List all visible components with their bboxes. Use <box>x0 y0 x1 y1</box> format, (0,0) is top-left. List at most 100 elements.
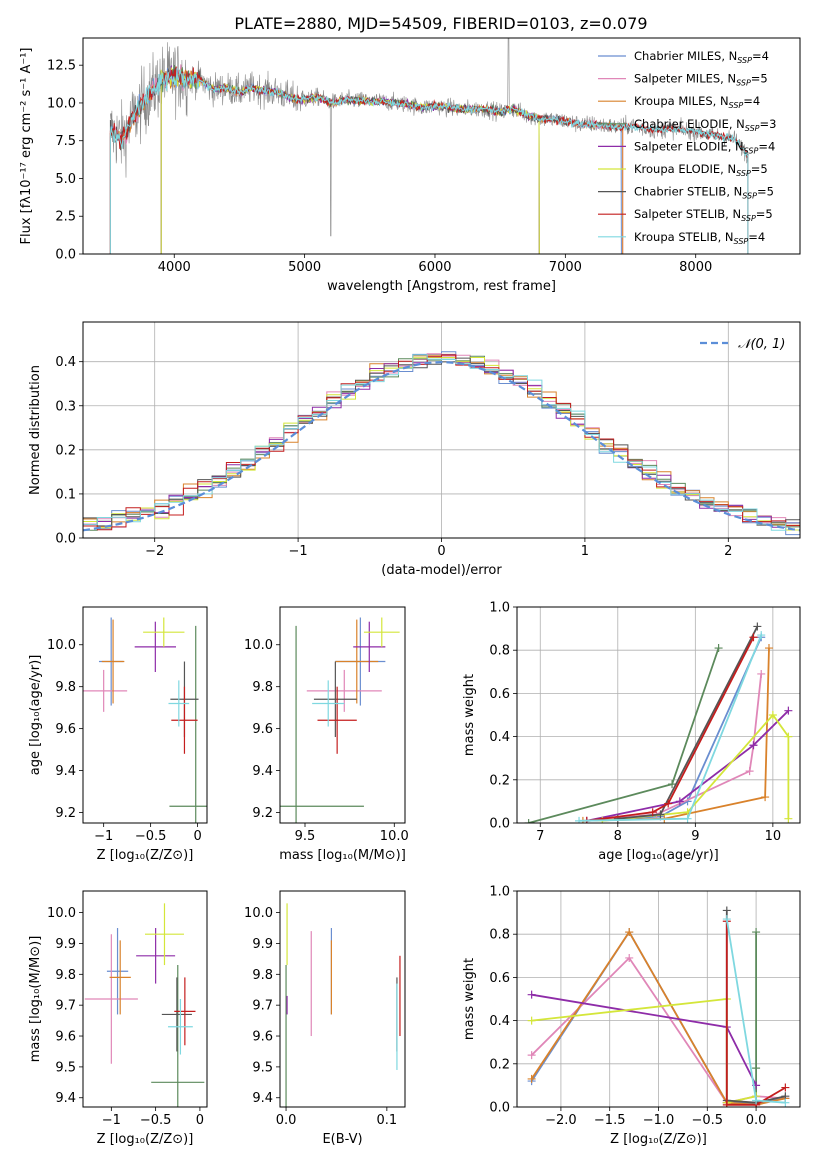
x-tick-label: 7 <box>536 829 544 844</box>
legend-count: =3 <box>760 117 777 131</box>
weight-marker <box>752 1096 761 1105</box>
legend-label: Chabrier MILES, N <box>634 49 737 63</box>
legend-entry-5: Kroupa ELODIE, NSSP=5 <box>634 162 768 178</box>
legend-sub: SSP <box>734 237 749 246</box>
legend-label: Chabrier STELIB, N <box>634 185 742 199</box>
weight-marker <box>675 797 684 806</box>
errorbar-point-3 <box>151 965 205 1107</box>
x-tick-label: 0.0 <box>276 1113 297 1128</box>
legend-count: =5 <box>751 72 768 86</box>
plot-area-z-weight <box>527 906 790 1107</box>
y-tick-label: 0.6 <box>489 687 510 702</box>
weight-marker <box>625 928 634 937</box>
y-tick-label: 9.4 <box>55 764 76 779</box>
y-axis-label: mass weight <box>462 958 477 1040</box>
legend-count: =4 <box>752 49 769 63</box>
figure-title: PLATE=2880, MJD=54509, FIBERID=0103, z=0… <box>234 14 647 33</box>
histogram-5 <box>83 357 800 531</box>
y-tick-label: 1.0 <box>489 885 510 900</box>
weight-line-7 <box>725 921 786 1106</box>
weight-marker <box>527 1074 536 1083</box>
x-tick-label: −1 <box>102 1113 121 1128</box>
weight-marker <box>781 1098 790 1107</box>
errorbar-point-3 <box>169 625 207 823</box>
weight-marker <box>524 819 533 823</box>
x-tick-label: −1.5 <box>594 1113 626 1128</box>
legend-label: Salpeter MILES, N <box>634 72 736 86</box>
axes-frame <box>279 890 406 1108</box>
legend-entry-4: Salpeter ELODIE, NSSP=4 <box>634 139 775 155</box>
axes-frame <box>82 37 801 255</box>
panel-age-weight: 7 8 9 10 0.0 0.2 0.4 0.6 0.8 1.0 age [log₁₀(age/yr… <box>462 601 801 863</box>
y-tick-label: 0.4 <box>489 1014 510 1029</box>
y-tick-label: 9.4 <box>55 1091 76 1106</box>
y-tick-label: 2.5 <box>55 210 76 225</box>
legend-label: Salpeter STELIB, N <box>634 207 741 221</box>
weight-marker <box>527 990 536 999</box>
errorbar-point-8 <box>312 680 345 727</box>
weight-marker <box>656 810 665 819</box>
legend-count: =4 <box>743 94 760 108</box>
model-spectrum-8 <box>109 68 749 254</box>
plot-area-residuals <box>83 351 800 536</box>
y-tick-label: 0.4 <box>489 730 510 745</box>
errorbar-point-3 <box>280 625 364 823</box>
errorbar-point-2 <box>335 619 379 704</box>
y-tick-label: 9.5 <box>252 1060 273 1075</box>
errorbar-point-4 <box>134 621 176 673</box>
x-axis-label: Z [log₁₀(Z/Z⊙)] <box>97 848 194 863</box>
y-tick-label: 9.7 <box>252 999 273 1014</box>
legend-sub: SSP <box>745 124 760 133</box>
panel-spectrum: 4000 5000 6000 7000 8000 0.0 2.5 5.0 7.5 10.0 12.5… <box>19 37 801 294</box>
legend-sub: SSP <box>744 146 759 155</box>
x-tick-label: 1 <box>581 544 589 559</box>
errorbar-point-1 <box>84 934 138 1064</box>
errorbar-point-4 <box>136 928 176 984</box>
plot-area-ebv-mass <box>285 903 401 1107</box>
y-tick-label: 9.8 <box>252 968 273 983</box>
gaussian-legend-label: 𝒩(0, 1) <box>738 337 785 352</box>
legend-count: =5 <box>756 207 773 221</box>
weight-line-4 <box>586 710 790 822</box>
y-tick-label: 9.4 <box>252 1091 273 1106</box>
x-axis-label: age [log₁₀(age/yr)] <box>598 848 719 863</box>
legend-sub: SSP <box>729 101 744 110</box>
legend-entry-6: Chabrier STELIB, NSSP=5 <box>634 185 774 201</box>
panel-z-weight: −2.0 −1.5 −1.0 −0.5 0.0 0.0 0.2 0.4 0.6 0.8 1.0 Z [… <box>462 885 801 1147</box>
y-tick-label: 0.0 <box>489 1101 510 1116</box>
panel-residuals: −2 −1 0 1 2 0.0 0.1 0.2 0.3 0.4 (data-model)/error… <box>28 321 801 578</box>
weight-marker <box>668 780 677 789</box>
axes-frame <box>82 890 208 1108</box>
weight-marker <box>683 814 692 823</box>
y-axis-label: mass [log₁₀(M/M⊙)] <box>28 936 43 1063</box>
panel-z-mass: −1 −0.5 0 9.4 9.5 9.6 9.7 9.8 9.9 10.0 Z [log₁₀(Z/… <box>28 890 208 1147</box>
y-tick-label: 0.2 <box>489 773 510 788</box>
y-tick-label: 9.2 <box>55 806 76 821</box>
x-tick-label: 0 <box>193 829 201 844</box>
axes-frame <box>82 321 801 539</box>
weight-marker <box>753 622 762 631</box>
weight-marker <box>722 1100 731 1107</box>
x-axis-label: wavelength [Angstrom, rest frame] <box>327 279 556 294</box>
x-tick-label: −1.0 <box>643 1113 675 1128</box>
y-tick-label: 9.9 <box>55 937 76 952</box>
weight-marker <box>784 706 793 715</box>
errorbar-point-5 <box>363 617 400 647</box>
weight-marker <box>781 1083 790 1092</box>
y-tick-label: 9.6 <box>55 722 76 737</box>
plot-area-age-weight <box>524 622 793 823</box>
x-axis-label: E(B-V) <box>322 1132 362 1147</box>
plot-area-z-mass <box>84 903 205 1107</box>
panels-layer: 4000 5000 6000 7000 80000.02.55.07.510.012.5… <box>19 37 801 1147</box>
y-tick-label: 9.9 <box>252 937 273 952</box>
y-tick-label: 0.0 <box>489 817 510 832</box>
legend-label: Kroupa MILES, N <box>634 94 729 108</box>
weight-marker <box>722 906 731 915</box>
y-tick-label: 10.0 <box>47 638 76 653</box>
gaussian-curve <box>83 360 800 532</box>
weight-marker <box>575 816 584 823</box>
y-tick-label: 0.8 <box>489 644 510 659</box>
x-tick-label: −2 <box>145 544 164 559</box>
legend-label: Kroupa STELIB, N <box>634 230 734 244</box>
